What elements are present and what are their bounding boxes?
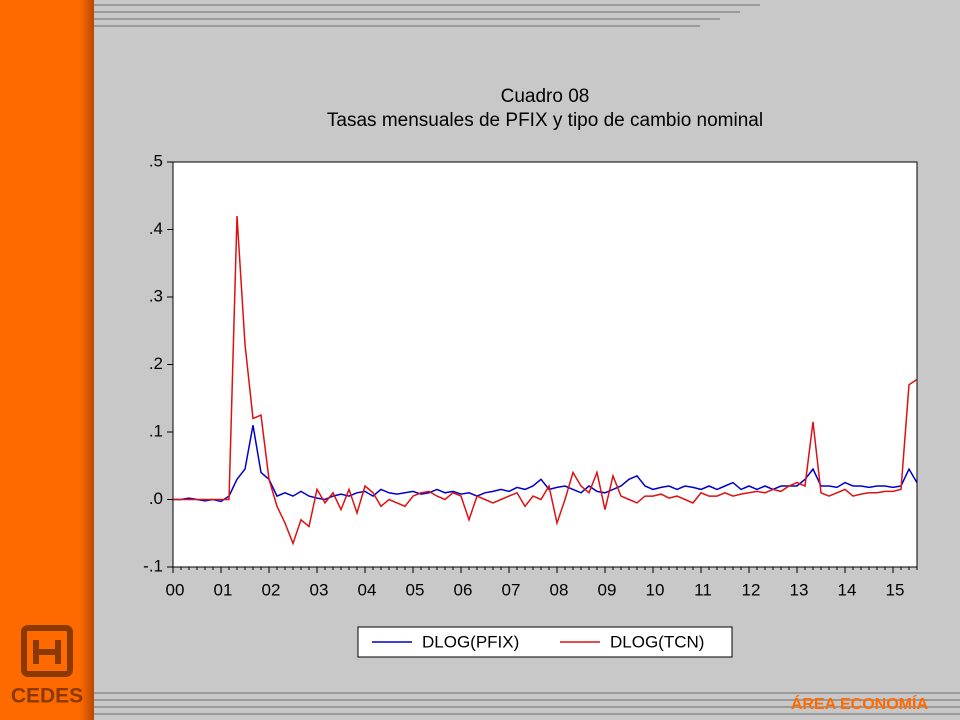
y-tick-label: .5 bbox=[149, 151, 163, 170]
x-tick-label: 09 bbox=[598, 580, 617, 599]
y-tick-label: -.1 bbox=[143, 556, 163, 575]
x-tick-label: 02 bbox=[262, 580, 281, 599]
x-tick-label: 04 bbox=[358, 580, 377, 599]
x-tick-label: 14 bbox=[838, 580, 857, 599]
y-tick-label: .2 bbox=[149, 354, 163, 373]
x-tick-label: 03 bbox=[310, 580, 329, 599]
x-tick-label: 05 bbox=[406, 580, 425, 599]
series-line bbox=[173, 215, 918, 546]
y-tick-label: .3 bbox=[149, 286, 163, 305]
x-tick-label: 00 bbox=[166, 580, 185, 599]
footer-text: ÁREA ECONOMÍA bbox=[791, 694, 929, 713]
legend-label: DLOG(PFIX) bbox=[422, 632, 519, 651]
x-tick-label: 15 bbox=[886, 580, 905, 599]
x-tick-label: 12 bbox=[742, 580, 761, 599]
x-tick-label: 01 bbox=[214, 580, 233, 599]
y-tick-label: .1 bbox=[149, 421, 163, 440]
y-tick-label: .0 bbox=[149, 489, 163, 508]
side-bar bbox=[0, 0, 94, 720]
x-tick-label: 06 bbox=[454, 580, 473, 599]
y-tick-label: .4 bbox=[149, 219, 163, 238]
x-tick-label: 11 bbox=[694, 580, 712, 599]
logo-icon bbox=[21, 625, 73, 677]
series-line bbox=[173, 425, 918, 503]
legend-label: DLOG(TCN) bbox=[610, 632, 704, 651]
legend bbox=[357, 626, 733, 658]
plot-area bbox=[172, 161, 918, 568]
x-tick-label: 13 bbox=[790, 580, 809, 599]
stripes bbox=[94, 4, 960, 715]
x-tick-label: 10 bbox=[646, 580, 665, 599]
chart-subtitle: Tasas mensuales de PFIX y tipo de cambio… bbox=[327, 110, 763, 131]
x-tick-label: 07 bbox=[502, 580, 521, 599]
logo-text: CEDES bbox=[11, 685, 83, 708]
x-tick-label: 08 bbox=[550, 580, 569, 599]
chart-title: Cuadro 08 bbox=[501, 86, 590, 107]
